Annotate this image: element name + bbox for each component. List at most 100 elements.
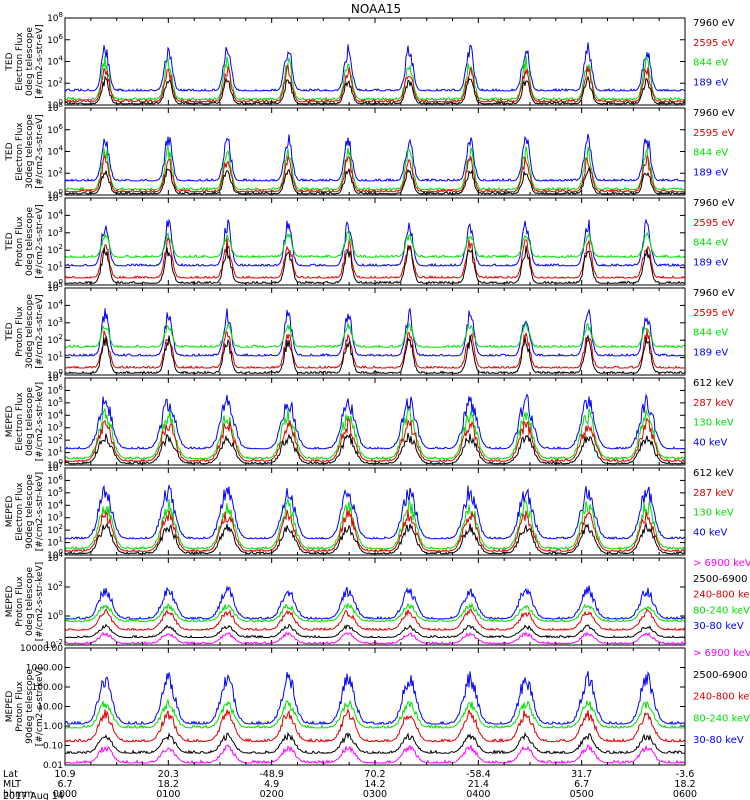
y-axis-label-line: [#/cm2-s-str-eV]	[35, 294, 45, 369]
y-tick-label: 104	[47, 408, 63, 421]
flux-panel-8: 0.01 0.10 1.00 10.00 100.00 1000.00 10000.00 ME…	[5, 644, 750, 771]
y-tick-label: 0.01	[43, 761, 63, 771]
time-axis-labels: Lat MLT hhmm 10.96.7000020.318.20100-48.…	[3, 769, 697, 800]
y-axis-label-line: MEPED	[5, 586, 15, 618]
y-tick-label: 103	[47, 421, 63, 434]
y-axis-label-line: MEPED	[5, 496, 15, 528]
y-tick-label: 105	[47, 396, 63, 409]
x-tick-lat: 10.9	[54, 769, 75, 780]
y-axis-label-line: 0deg telescope	[25, 567, 35, 637]
panel-frame	[64, 557, 686, 646]
y-axis-label: MEPED Electron Flux 90deg telescope [#/cm2-…	[5, 472, 45, 551]
y-axis-label-line: Proton Flux	[15, 576, 25, 627]
y-tick-label: 104	[47, 145, 63, 158]
y-tick-label: 102	[47, 243, 63, 256]
series-trace-blue	[64, 671, 686, 726]
series-trace-blue	[65, 484, 686, 540]
y-axis-label-line: 0deg telescope	[25, 207, 35, 277]
date-label: 2017 Aug 14	[3, 791, 64, 800]
xaxis-row-label-lat: Lat	[3, 769, 18, 780]
y-axis-label: MEPED Proton Flux 90deg telescope [#/cm2-s-…	[5, 667, 45, 746]
x-tick-mlt: 14.2	[364, 779, 385, 790]
legend-entry: 2595 eV	[693, 218, 735, 229]
series-trace-black	[64, 623, 686, 639]
series-trace-red	[64, 707, 686, 743]
y-tick-label: 106	[47, 383, 63, 396]
legend-entry: 189 eV	[693, 347, 728, 358]
x-tick-hhmm: 0000	[53, 789, 77, 800]
x-tick-lat: -48.9	[259, 769, 284, 780]
x-tick-lat: -58.4	[466, 769, 491, 780]
y-tick-label: 102	[47, 523, 63, 536]
legend-entry: 2595 eV	[693, 128, 735, 139]
y-tick-label: 104	[47, 55, 63, 68]
series-trace-green	[64, 699, 685, 730]
y-axis-label-line: TED	[5, 142, 15, 161]
y-axis-label: TED Electron Flux 30deg telescope [#/cm2-s-…	[5, 114, 45, 189]
x-tick-hhmm: 0500	[570, 789, 594, 800]
y-axis-label-line: 30deg telescope	[25, 294, 35, 369]
y-axis-label-line: [#/cm2-s-str-eV]	[35, 24, 45, 99]
y-axis-label-line: [#/cm2-s-str-keV]	[35, 382, 45, 461]
y-tick-label: 102	[47, 433, 63, 446]
legend-entry: 844 eV	[693, 238, 728, 249]
y-tick-label: 0.10	[43, 742, 63, 752]
x-tick-mlt: 18.2	[674, 779, 695, 790]
y-axis-label-line: Proton Flux	[15, 306, 25, 357]
y-tick-label: 100.00	[32, 683, 64, 693]
xaxis-row-label-mlt: MLT	[3, 779, 21, 790]
y-axis-label-line: Proton Flux	[15, 681, 25, 732]
y-axis-label: MEPED Proton Flux 0deg telescope [#/cm2-s-s…	[5, 562, 45, 641]
legend-entry: 2500-6900	[693, 574, 748, 585]
x-tick-mlt: 4.9	[264, 779, 279, 790]
y-tick-label: 106	[47, 473, 63, 486]
y-axis-label-line: 0deg telescope	[25, 27, 35, 97]
series-trace-blue	[64, 133, 686, 182]
series-trace-green	[64, 602, 686, 623]
y-tick-label: 101	[47, 446, 63, 459]
legend-entry: 30-80 keV	[693, 621, 744, 632]
series-trace-green	[65, 55, 685, 101]
legend-entry: 80-240 keV	[693, 605, 750, 616]
legend-entry: 7960 eV	[693, 18, 735, 29]
y-axis-label-line: MEPED	[5, 691, 15, 723]
y-tick-label: 10000.00	[20, 644, 63, 654]
legend-entry: 7960 eV	[693, 108, 735, 119]
series-trace-green	[64, 498, 686, 550]
x-tick-hhmm: 0400	[466, 789, 490, 800]
legend-entry: 612 keV	[693, 378, 734, 389]
y-axis-label-line: [#/cm2-s-str-keV]	[35, 562, 45, 641]
y-axis-label-line: [#/cm2-s-str-keV]	[35, 472, 45, 551]
y-axis-label: TED Electron Flux 0deg telescope [#/cm2-s-s…	[5, 24, 45, 99]
x-tick-mlt: 6.7	[574, 779, 589, 790]
y-axis-label-line: [#/cm2-s-str-keV]	[35, 667, 45, 746]
y-tick-label: 101	[47, 536, 63, 549]
y-tick-label: 10.00	[37, 703, 63, 713]
legend-entry: 80-240 keV	[693, 713, 750, 724]
y-tick-label: 104	[47, 498, 63, 511]
series-trace-green	[65, 145, 685, 191]
legend-entry: 844 eV	[693, 58, 728, 69]
legend-entry: 189 eV	[693, 257, 728, 268]
legend-entry: > 6900 keV	[693, 558, 750, 569]
y-tick-label: 102	[47, 333, 63, 346]
y-tick-label: 102	[47, 76, 63, 89]
series-trace-blue	[65, 585, 686, 620]
y-axis-label: MEPED Electron Flux 0deg telescope [#/cm2-s…	[5, 382, 45, 461]
y-axis-label: TED Proton Flux 30deg telescope [#/cm2-s-st…	[5, 294, 45, 369]
y-axis-label-line: Electron Flux	[15, 122, 25, 181]
y-axis-label-line: Electron Flux	[15, 32, 25, 91]
y-axis-label-line: Electron Flux	[15, 482, 25, 541]
x-tick-lat: -3.6	[676, 769, 695, 780]
series-trace-blue	[65, 393, 686, 450]
y-tick-label: 106	[47, 33, 63, 46]
legend-entry: 7960 eV	[693, 198, 735, 209]
legend-entry: 612 keV	[693, 468, 734, 479]
y-tick-label: 106	[47, 123, 63, 136]
y-axis-label-line: 0deg telescope	[25, 387, 35, 457]
x-tick-hhmm: 0600	[673, 789, 697, 800]
